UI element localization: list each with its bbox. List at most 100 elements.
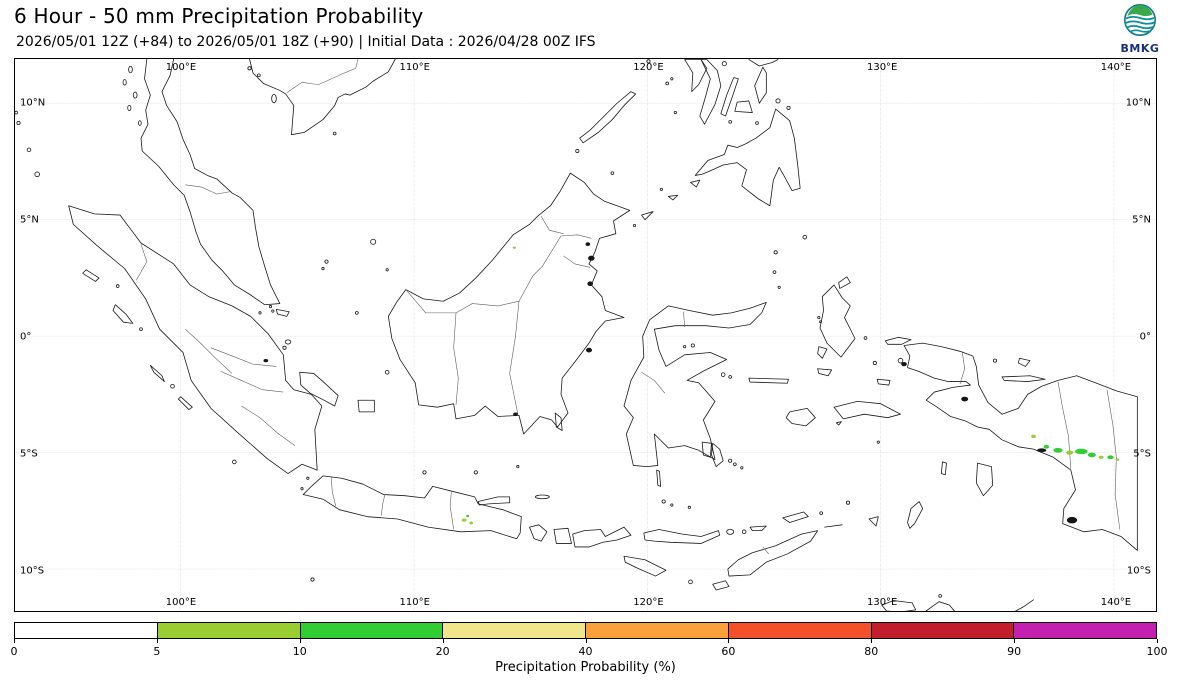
island-dot — [729, 376, 732, 379]
colorbar-tick-label: 60 — [721, 645, 736, 658]
island-dot — [778, 286, 780, 288]
bmkg-logo-label: BMKG — [1120, 42, 1160, 55]
colorbar-cell — [442, 623, 585, 638]
coastline-biak — [1018, 358, 1030, 366]
coastline-sumba — [624, 556, 666, 576]
colorbar-cell — [727, 623, 871, 638]
island-dot — [729, 120, 732, 123]
coast-patch — [585, 347, 593, 353]
page-title: 6 Hour - 50 mm Precipitation Probability — [14, 4, 424, 28]
island-dot — [756, 122, 759, 125]
coastline-phu-quoc — [272, 94, 277, 102]
border-java-2 — [381, 495, 385, 516]
bmkg-logo: BMKG — [1116, 3, 1164, 55]
island-dot — [818, 316, 820, 318]
colorbar-tick-mark — [1014, 639, 1016, 643]
coastline-pulau-laut — [555, 413, 562, 430]
colorbar-axis-label: Precipitation Probability (%) — [495, 660, 676, 675]
coastline-palawan — [580, 92, 636, 143]
island-dot — [307, 477, 309, 479]
island-dot — [773, 271, 776, 274]
border-sumatra-3 — [211, 348, 276, 367]
island-dot — [722, 62, 726, 66]
coastline-lembata — [727, 529, 734, 534]
island-dot — [671, 504, 673, 506]
coastline-leyte — [755, 67, 767, 103]
island-dot — [385, 370, 389, 374]
border-sabah-sarawak — [541, 216, 563, 233]
island-dot — [729, 459, 732, 462]
dense-coast-patches — [263, 242, 1078, 524]
border-java-3 — [450, 492, 453, 530]
island-dot — [733, 463, 736, 466]
coastline-seram — [834, 401, 901, 418]
island-dot — [322, 267, 324, 269]
coastline-belitung — [358, 400, 374, 412]
colorbar-cell — [156, 623, 300, 638]
border-vietnam-cambodia — [287, 59, 358, 93]
coast-patch — [1066, 516, 1078, 524]
island-dot — [671, 78, 673, 80]
island-dot — [301, 488, 303, 490]
colorbar-tick-label: 90 — [1007, 645, 1022, 658]
island-dot — [662, 500, 665, 503]
colorbar-tick-mark — [299, 639, 301, 643]
precip-spot — [1031, 434, 1036, 438]
coastline-pagai — [178, 397, 192, 410]
island-dot — [27, 148, 31, 152]
border-kalimantan-2 — [454, 313, 459, 405]
precip-spot — [1107, 455, 1114, 460]
mergui-island — [123, 79, 126, 85]
coastline-samar — [749, 59, 778, 66]
island-dot — [742, 530, 746, 534]
map-canvas — [15, 59, 1156, 611]
island-dot — [333, 132, 336, 135]
colorbar-tick-label: 100 — [1146, 645, 1168, 658]
border-sumatra-4 — [220, 371, 283, 392]
colorbar-tick-mark — [871, 639, 873, 643]
island-dots — [15, 60, 997, 598]
coastline-rote — [713, 581, 729, 590]
precip-spot — [1053, 447, 1063, 453]
island-dot — [171, 384, 175, 388]
island-dot — [864, 337, 867, 340]
border-timor-leste — [763, 547, 769, 554]
coastline-halmahera — [820, 285, 855, 357]
coastline-buru — [786, 408, 815, 425]
island-dot — [846, 501, 849, 504]
colorbar-tick-mark — [14, 639, 15, 643]
island-dot — [140, 328, 143, 331]
island-dot — [691, 344, 694, 347]
coastline-lingga — [285, 340, 291, 344]
island-dot — [787, 106, 790, 109]
coastline-indochina — [249, 59, 395, 135]
island-dot — [660, 188, 662, 190]
island-dot — [666, 82, 669, 85]
coastline-basilan — [690, 180, 699, 187]
coast-patch — [513, 412, 518, 416]
border-thailand-malaysia — [185, 185, 229, 194]
coastline-tanimbar — [907, 502, 922, 529]
precip-spot — [1098, 455, 1104, 459]
coastline-sula — [749, 378, 789, 383]
island-dot — [873, 361, 876, 364]
coastline-misool — [877, 379, 890, 385]
coastline-bali — [529, 525, 547, 541]
colorbar-tick-label: 80 — [864, 645, 879, 658]
precip-spot — [1066, 450, 1074, 455]
coastline-waigeo — [885, 337, 911, 344]
coastline-wessel — [1014, 600, 1034, 611]
precip-spot — [512, 246, 516, 249]
coastline-babar — [869, 517, 878, 526]
border-papua-3 — [1107, 390, 1120, 530]
coast-patch — [587, 281, 593, 287]
precip-spot — [461, 518, 467, 522]
coastline-ambon — [836, 422, 841, 425]
coastline-selayar — [657, 470, 661, 486]
precip-spot — [466, 514, 470, 518]
island-dot — [232, 460, 236, 464]
colorbar-tick-label: 5 — [153, 645, 161, 658]
colorbar-cell — [870, 623, 1014, 638]
coastline-negros — [700, 59, 721, 124]
